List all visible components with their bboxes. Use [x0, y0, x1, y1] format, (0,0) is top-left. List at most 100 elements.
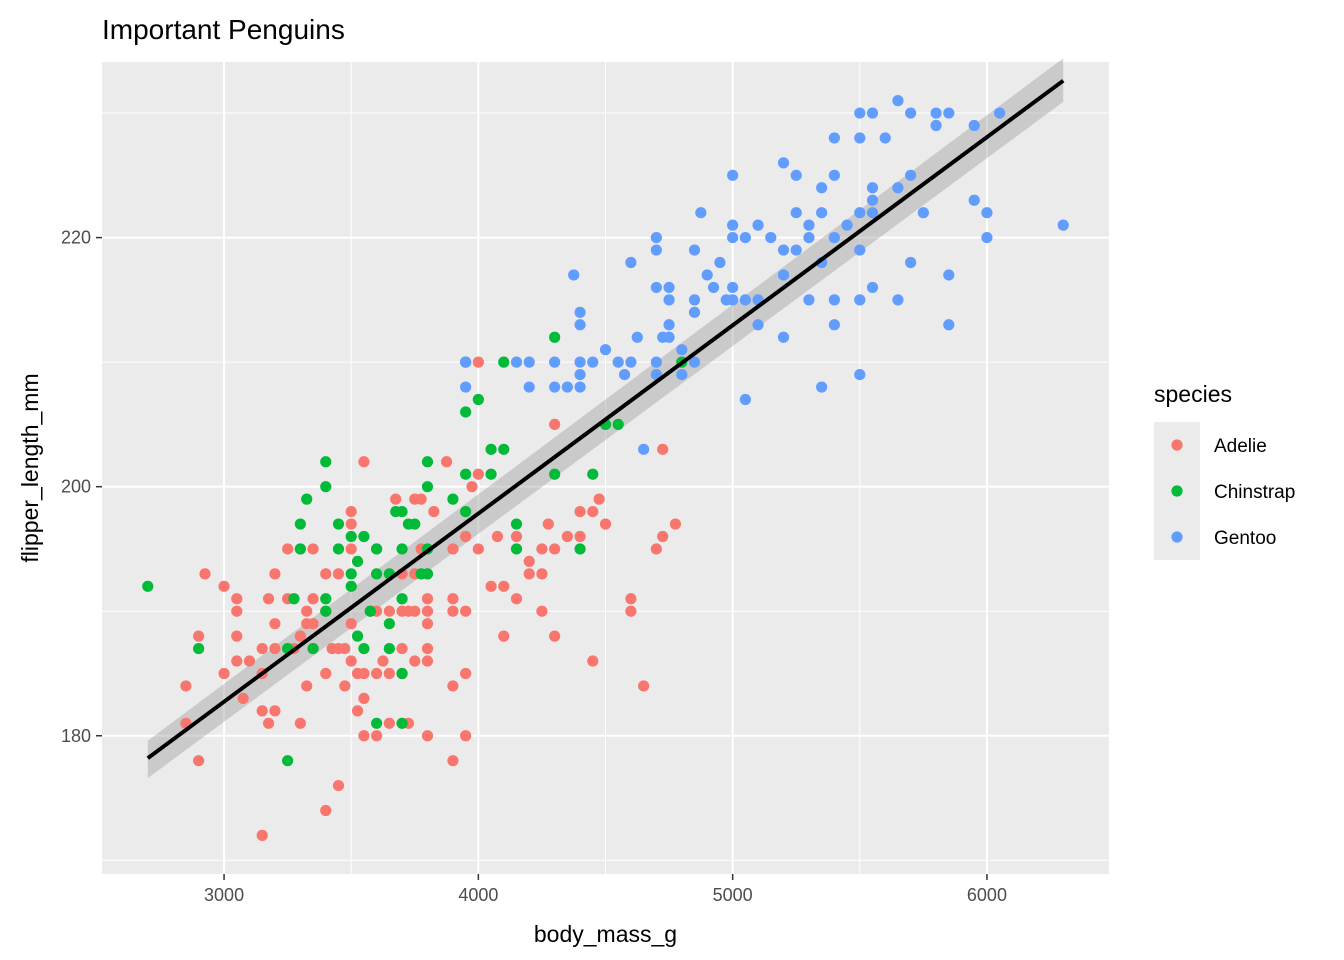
data-point-gentoo [854, 207, 866, 219]
legend-label-chinstrap: Chinstrap [1214, 482, 1295, 503]
data-point-adelie [498, 580, 510, 592]
data-point-chinstrap [358, 530, 370, 543]
data-point-adelie [561, 530, 573, 543]
data-point-adelie [243, 655, 256, 667]
data-point-adelie [625, 605, 637, 617]
data-point-gentoo [765, 232, 777, 244]
data-point-gentoo [460, 381, 472, 393]
data-point-adelie [231, 630, 243, 642]
data-point-adelie [523, 568, 535, 580]
data-point-adelie [460, 667, 472, 680]
data-point-adelie [421, 655, 434, 667]
data-point-adelie [180, 680, 192, 692]
data-point-gentoo [854, 107, 866, 119]
data-point-adelie [669, 518, 682, 530]
data-point-gentoo [968, 119, 980, 132]
data-point-adelie [650, 543, 662, 555]
data-point-adelie [332, 779, 345, 792]
legend-items: Adelie Chinstrap Gentoo [1154, 422, 1295, 560]
data-point-gentoo [574, 319, 586, 331]
data-point-gentoo [663, 331, 675, 343]
data-point-gentoo [866, 107, 879, 119]
data-point-gentoo [650, 281, 662, 294]
data-point-adelie [549, 418, 561, 431]
data-point-adelie [460, 530, 472, 543]
data-point-chinstrap [574, 543, 586, 555]
data-point-gentoo [854, 368, 866, 381]
data-point-gentoo [612, 356, 624, 368]
data-point-adelie [383, 605, 395, 617]
data-point-gentoo [549, 381, 561, 393]
data-point-adelie [193, 755, 205, 767]
data-point-chinstrap [485, 443, 497, 455]
data-point-adelie [447, 593, 459, 605]
data-point-adelie [237, 692, 249, 704]
data-point-adelie [371, 730, 383, 742]
data-point-gentoo [739, 232, 751, 244]
data-point-chinstrap [383, 618, 395, 630]
data-point-adelie [421, 593, 434, 605]
data-point-chinstrap [351, 555, 364, 568]
data-point-gentoo [879, 132, 891, 144]
data-point-adelie [256, 705, 268, 717]
data-point-adelie [383, 667, 395, 680]
data-point-gentoo [618, 368, 631, 381]
data-point-gentoo [510, 356, 523, 368]
data-point-gentoo [676, 344, 688, 356]
data-point-adelie [262, 717, 275, 729]
data-point-gentoo [892, 294, 904, 306]
data-point-chinstrap [612, 418, 624, 431]
data-point-adelie [460, 605, 472, 617]
legend-label-gentoo: Gentoo [1214, 528, 1276, 549]
data-point-chinstrap [320, 481, 332, 493]
data-point-gentoo [695, 207, 707, 219]
data-point-gentoo [828, 294, 840, 306]
data-point-adelie [415, 493, 427, 505]
data-point-adelie [269, 705, 281, 717]
data-point-gentoo [752, 219, 764, 231]
data-point-gentoo [866, 182, 879, 194]
data-point-chinstrap [510, 543, 523, 555]
data-point-adelie [638, 680, 650, 692]
data-point-gentoo [828, 132, 840, 144]
data-point-adelie [657, 443, 669, 455]
data-point-adelie [218, 667, 230, 680]
data-point-gentoo [460, 356, 472, 368]
data-point-chinstrap [371, 568, 383, 580]
data-point-adelie [460, 730, 472, 742]
data-point-chinstrap [396, 667, 408, 680]
y-axis-ticks: 180 200 220 [61, 228, 102, 746]
data-point-chinstrap [549, 468, 561, 480]
data-point-adelie [320, 568, 332, 580]
data-point-adelie [199, 568, 211, 580]
data-point-adelie [447, 755, 459, 767]
data-point-adelie [256, 642, 268, 655]
x-axis-title: body_mass_g [534, 921, 677, 947]
data-point-gentoo [727, 232, 739, 244]
data-point-adelie [301, 680, 313, 692]
data-point-adelie [472, 468, 484, 480]
data-point-gentoo [803, 294, 815, 306]
data-point-gentoo [816, 381, 828, 393]
data-point-adelie [447, 543, 459, 555]
data-point-gentoo [854, 244, 866, 256]
data-point-adelie [396, 642, 408, 655]
data-point-adelie [409, 655, 421, 667]
data-point-adelie [345, 543, 357, 555]
data-point-gentoo [777, 244, 790, 256]
data-point-gentoo [905, 256, 917, 269]
data-point-chinstrap [345, 580, 357, 592]
data-point-adelie [421, 642, 434, 655]
data-point-adelie [269, 642, 281, 655]
x-axis-ticks: 3000 4000 5000 6000 [204, 874, 1007, 905]
data-point-adelie [339, 642, 351, 655]
regression-line [146, 79, 1065, 760]
legend-key-adelie [1171, 439, 1183, 451]
data-point-gentoo [777, 331, 790, 343]
data-point-gentoo [816, 207, 828, 219]
data-point-adelie [574, 505, 586, 518]
data-point-gentoo [631, 331, 643, 343]
legend-key-gentoo [1171, 531, 1183, 543]
x-tick-label: 3000 [204, 885, 244, 905]
